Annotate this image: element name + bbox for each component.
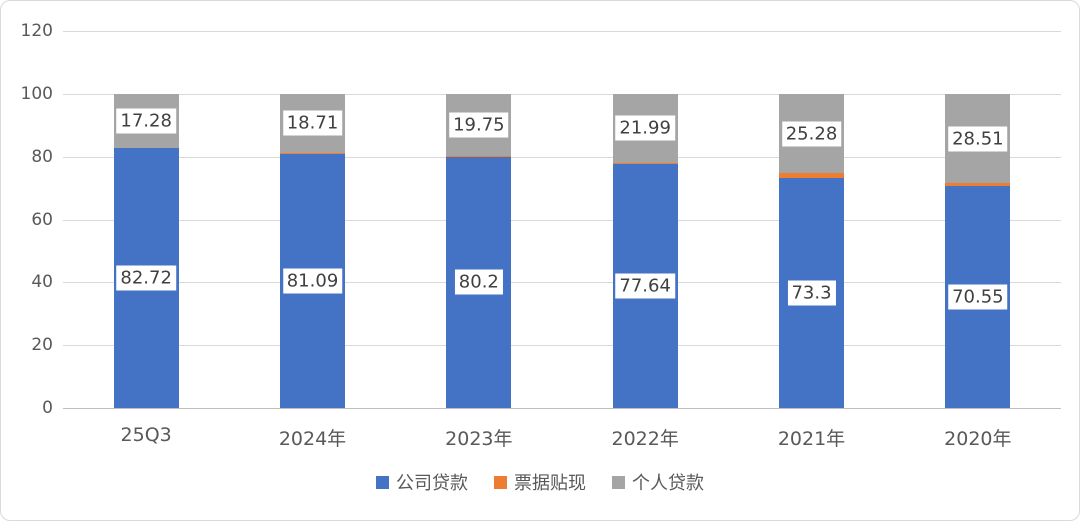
- legend-swatch-personal-loans: [612, 475, 625, 489]
- bar-segment-1: [612, 162, 678, 165]
- y-tick-label: 120: [20, 21, 53, 41]
- y-gridline: [63, 93, 1061, 95]
- y-gridline: [63, 219, 1061, 221]
- chart-legend: 公司贷款 票据贴现 个人贷款: [1, 469, 1079, 495]
- y-gridline: [63, 31, 1061, 32]
- x-tick-label: 2024年: [278, 428, 347, 450]
- y-tick-label: 100: [20, 83, 53, 104]
- y-gridline: [63, 345, 1061, 347]
- legend-swatch-company-loans: [376, 475, 389, 489]
- legend-label-company-loans: 公司贷款: [396, 473, 468, 494]
- y-gridline: [63, 408, 1061, 409]
- data-label: 21.99: [615, 115, 675, 141]
- x-tick-label: 2023年: [445, 428, 513, 450]
- y-tick-label: 20: [31, 335, 53, 356]
- legend-item-bill-discount: 票据贴现: [494, 469, 586, 495]
- bar-segment-1: [280, 152, 345, 154]
- data-label: 82.72: [116, 265, 176, 291]
- data-label: 80.2: [454, 269, 503, 295]
- y-tick-label: 80: [31, 146, 53, 167]
- bar-segment-1: [779, 173, 844, 178]
- y-tick-label: 0: [42, 398, 53, 418]
- x-tick-label: 2022年: [611, 428, 679, 450]
- y-gridline: [63, 156, 1061, 158]
- x-tick-label: 2021年: [777, 428, 846, 450]
- data-label: 81.09: [282, 268, 343, 294]
- x-tick-label: 2020年: [944, 428, 1012, 450]
- data-label: 73.3: [787, 280, 836, 306]
- data-label: 25.28: [781, 121, 842, 147]
- x-tick-label: 25Q3: [120, 424, 172, 446]
- legend-item-company-loans: 公司贷款: [376, 469, 468, 495]
- data-label: 28.51: [948, 126, 1008, 152]
- data-label: 19.75: [449, 112, 509, 138]
- data-label: 77.64: [615, 273, 675, 299]
- data-label: 18.71: [282, 110, 343, 136]
- data-label: 70.55: [948, 284, 1008, 310]
- y-tick-label: 40: [31, 272, 53, 293]
- y-tick-label: 60: [31, 209, 53, 230]
- legend-label-bill-discount: 票据贴现: [514, 473, 586, 494]
- data-label: 17.28: [116, 108, 176, 134]
- bar-segment-1: [945, 183, 1011, 187]
- legend-label-personal-loans: 个人贷款: [632, 473, 704, 494]
- legend-item-personal-loans: 个人贷款: [612, 469, 704, 495]
- y-gridline: [63, 282, 1061, 284]
- legend-swatch-bill-discount: [494, 475, 507, 489]
